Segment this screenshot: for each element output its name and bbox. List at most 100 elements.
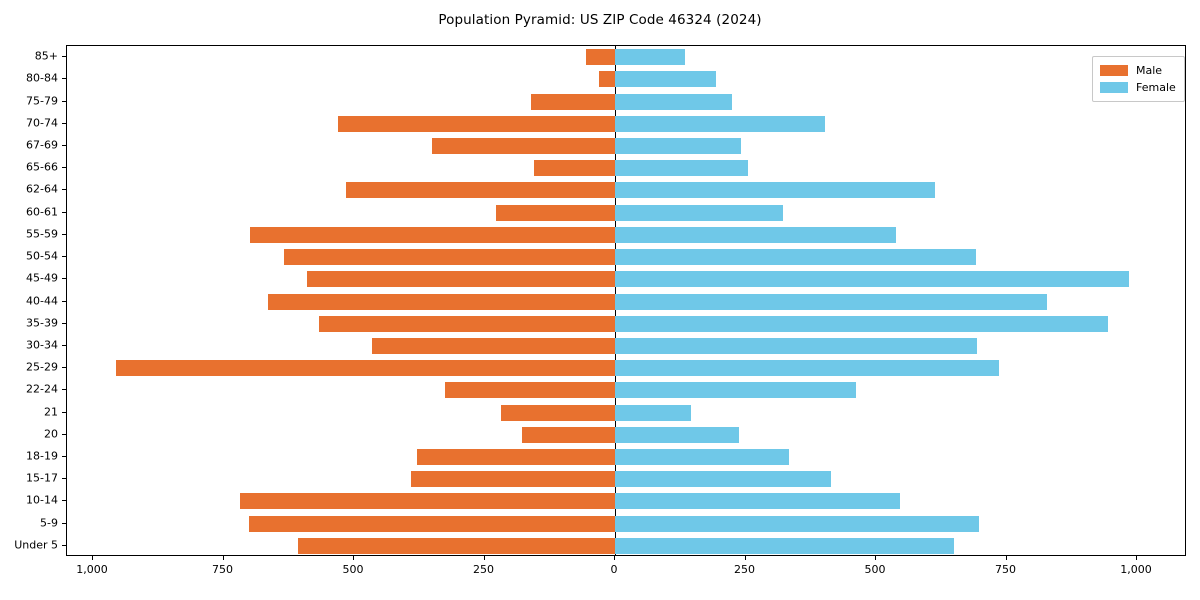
legend-label-male: Male — [1136, 64, 1163, 77]
x-tick-mark — [875, 556, 876, 560]
bar-male-45-49 — [307, 271, 615, 288]
x-tick-label: 500 — [864, 563, 886, 576]
legend-swatch-male — [1100, 65, 1128, 76]
bar-female-22-24 — [615, 382, 857, 399]
bar-female-50-54 — [615, 249, 977, 266]
y-tick-label-20: 20 — [44, 427, 58, 441]
y-tick-label-70-74: 70-74 — [26, 116, 58, 130]
legend-swatch-female — [1100, 82, 1128, 93]
bar-female-70-74 — [615, 115, 825, 132]
y-tick-label-67-69: 67-69 — [26, 138, 58, 152]
bar-female-21 — [615, 404, 692, 421]
y-tick-mark — [62, 278, 66, 280]
bar-male-40-44 — [267, 293, 615, 310]
bar-male-50-54 — [283, 249, 615, 266]
bar-female-20 — [615, 426, 740, 443]
bar-female-10-14 — [615, 493, 900, 510]
bar-female-40-44 — [615, 293, 1048, 310]
plot-area — [66, 45, 1186, 556]
y-tick-mark — [62, 389, 66, 391]
bar-male-67-69 — [432, 137, 615, 154]
y-tick-label-30-34: 30-34 — [26, 338, 58, 352]
bar-female-18-19 — [615, 449, 789, 466]
bar-male-20 — [522, 426, 615, 443]
y-tick-mark — [62, 322, 66, 324]
y-tick-label-40-44: 40-44 — [26, 294, 58, 307]
bar-male-5-9 — [248, 515, 615, 532]
y-tick-mark — [62, 344, 66, 346]
y-tick-mark — [62, 233, 66, 235]
bar-male-65-66 — [534, 160, 615, 177]
y-tick-mark — [62, 144, 66, 146]
y-tick-mark — [62, 122, 66, 124]
bar-female-15-17 — [615, 471, 832, 488]
bar-female-5-9 — [615, 515, 979, 532]
y-tick-mark — [62, 544, 66, 546]
bar-male-70-74 — [338, 115, 615, 132]
y-tick-label-45-49: 45-49 — [26, 271, 58, 285]
y-tick-mark — [62, 300, 66, 302]
y-tick-mark — [62, 167, 66, 169]
bar-male-30-34 — [372, 337, 615, 354]
y-tick-label-75-79: 75-79 — [26, 94, 58, 108]
x-tick-mark — [1136, 556, 1137, 560]
x-tick-label: 250 — [734, 563, 755, 576]
bar-male-10-14 — [240, 493, 615, 510]
bar-male-60-61 — [495, 204, 615, 221]
chart-title: Population Pyramid: US ZIP Code 46324 (2… — [438, 12, 762, 28]
y-tick-mark — [62, 367, 66, 369]
y-tick-label-55-59: 55-59 — [26, 227, 58, 241]
bar-male-22-24 — [445, 382, 615, 399]
bar-female-45-49 — [615, 271, 1130, 288]
y-tick-mark — [62, 256, 66, 258]
y-tick-label-85-: 85+ — [34, 49, 58, 63]
bar-female-under-5 — [615, 537, 955, 554]
x-tick-mark — [353, 556, 354, 560]
bar-female-65-66 — [615, 160, 749, 177]
x-tick-mark — [1005, 556, 1007, 560]
y-tick-label-35-39: 35-39 — [26, 316, 58, 330]
y-tick-label-25-29: 25-29 — [26, 360, 58, 374]
y-tick-mark — [62, 56, 66, 58]
x-tick-mark — [92, 556, 93, 560]
bar-male-80-84 — [599, 71, 615, 88]
bar-male-75-79 — [531, 93, 615, 110]
bar-female-80-84 — [615, 71, 716, 88]
x-tick-label: 0 — [610, 563, 618, 576]
x-tick-label: 500 — [342, 563, 364, 576]
y-tick-mark — [62, 500, 66, 502]
y-tick-mark — [62, 522, 66, 524]
y-tick-label-50-54: 50-54 — [26, 249, 58, 263]
y-tick-label-10-14: 10-14 — [26, 493, 58, 507]
y-tick-label-80-84: 80-84 — [26, 71, 58, 85]
y-tick-label-65-66: 65-66 — [26, 160, 58, 174]
bar-male-15-17 — [411, 471, 615, 488]
bar-female-62-64 — [615, 182, 935, 199]
y-tick-label-21: 21 — [44, 405, 58, 419]
legend-item-male[interactable]: Male — [1100, 62, 1176, 79]
bar-male-35-39 — [318, 315, 615, 332]
x-tick-label: 750 — [212, 563, 233, 576]
y-tick-label-62-64: 62-64 — [26, 182, 58, 196]
y-tick-mark — [62, 433, 66, 435]
y-tick-label-under-5: Under 5 — [14, 538, 58, 552]
y-tick-label-5-9: 5-9 — [40, 516, 58, 530]
bar-female-60-61 — [615, 204, 784, 221]
legend-item-female[interactable]: Female — [1100, 79, 1176, 96]
y-tick-mark — [62, 211, 66, 213]
bar-male-under-5 — [297, 537, 615, 554]
legend: Male Female — [1092, 56, 1185, 102]
bar-female-67-69 — [615, 137, 741, 154]
x-tick-label: 250 — [473, 563, 494, 576]
bar-female-85- — [615, 49, 686, 66]
x-tick-mark — [483, 556, 485, 560]
bar-female-30-34 — [615, 337, 977, 354]
legend-label-female: Female — [1136, 81, 1176, 94]
bar-female-75-79 — [615, 93, 732, 110]
y-tick-label-60-61: 60-61 — [26, 205, 58, 219]
x-tick-label: 1,000 — [76, 563, 108, 576]
y-tick-label-22-24: 22-24 — [26, 382, 58, 396]
y-tick-label-15-17: 15-17 — [26, 471, 58, 485]
bar-male-21 — [501, 404, 615, 421]
